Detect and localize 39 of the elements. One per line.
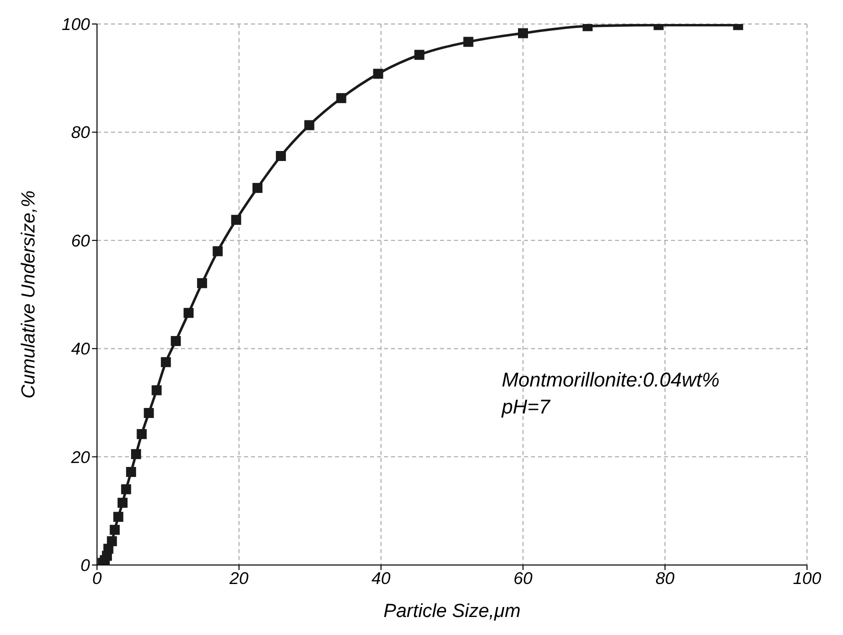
point [197,278,208,288]
point [184,308,194,318]
point [106,536,117,546]
point [373,68,384,79]
y-axis-title: Cumulative Undersize,% [18,190,40,399]
point [231,214,242,225]
point [131,449,142,460]
y-tick-label: 80 [71,123,91,142]
point [463,36,474,47]
x-tick-label: 60 [514,569,533,588]
y-tick-label: 20 [70,448,91,467]
point [113,512,124,522]
point [160,357,171,368]
point [170,336,181,346]
point [212,246,223,256]
y-tick-label: 40 [71,340,91,359]
x-tick-label: 100 [792,569,822,588]
annotation: Montmorillonite:0.04wt% [502,369,720,392]
y-tick-label: 0 [80,556,91,576]
point [152,385,162,396]
point [414,50,424,60]
x-axis-title: Particle Size,μm [383,601,521,622]
point [252,182,262,193]
y-tick-label: 100 [62,15,91,34]
point [276,151,286,162]
x-tick-label: 40 [372,569,391,588]
point [118,498,128,508]
point [110,524,120,535]
point [518,28,528,38]
point [121,484,132,494]
x-tick-label: 20 [228,569,249,588]
point [304,120,314,130]
point [126,466,136,477]
point [144,408,154,418]
x-tick-label: 80 [656,569,675,588]
annotation: pH=7 [500,396,551,418]
point [336,93,346,104]
y-tick-label: 60 [71,231,91,250]
point [136,429,147,440]
